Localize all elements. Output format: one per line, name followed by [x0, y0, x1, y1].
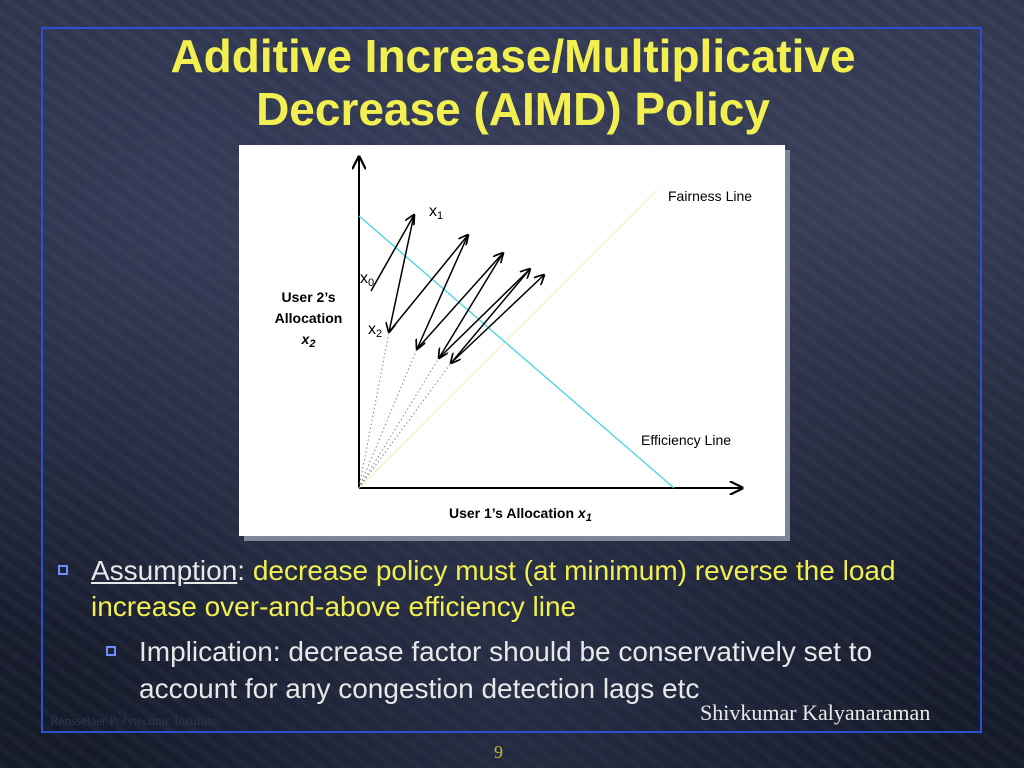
footer-author: Shivkumar Kalyanaraman [700, 700, 931, 725]
assumption-label: Assumption [91, 555, 238, 586]
footer-institution: Rensselaer Polytechnic Institute [50, 713, 217, 728]
point-x0-label: x0 [360, 270, 375, 289]
square-bullet-icon [58, 565, 68, 575]
page-number: 9 [494, 742, 503, 762]
bullet-implication: Implication: decrease factor should be c… [106, 633, 946, 707]
fairness-line-label: Fairness Line [668, 188, 753, 204]
point-x2-label: x2 [368, 321, 383, 340]
fairness-line [358, 189, 658, 489]
title-line-1: Additive Increase/Multiplicative [170, 30, 856, 82]
origin-rays [358, 331, 452, 489]
assumption-text: decrease policy must (at minimum) revers… [91, 555, 896, 622]
square-bullet-icon [106, 646, 116, 656]
x-axis-label: User 1’s Allocation x1 [449, 505, 592, 524]
efficiency-line-label: Efficiency Line [641, 432, 732, 448]
aimd-diagram: Fairness Line Efficiency Line x1 x0 x2 U… [239, 145, 785, 536]
bullet-assumption: Assumption: decrease policy must (at min… [58, 553, 948, 625]
efficiency-line [358, 215, 675, 489]
title-line-2: Decrease (AIMD) Policy [256, 83, 770, 135]
slide-title: Additive Increase/Multiplicative Decreas… [80, 30, 946, 136]
aimd-trajectory [370, 215, 544, 363]
implication-text: Implication: decrease factor should be c… [139, 636, 873, 704]
point-x1-label: x1 [429, 203, 444, 222]
slide-border [41, 27, 982, 733]
aimd-diagram-graphics [239, 145, 785, 536]
y-axis-label: User 2’s Allocation x2 [274, 289, 343, 350]
